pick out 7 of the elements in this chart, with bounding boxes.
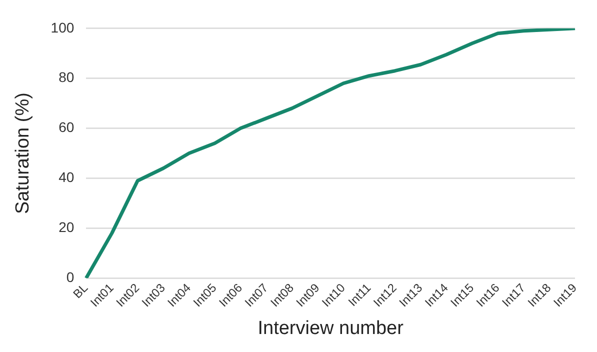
y-tick-label: 100 [50, 19, 74, 36]
y-tick-label: 60 [58, 119, 74, 136]
y-axis-title: Saturation (%) [12, 92, 34, 214]
y-tick-label: 20 [58, 219, 74, 236]
y-tick-label: 80 [58, 69, 74, 86]
y-tick-label: 40 [58, 169, 74, 186]
x-axis-title: Interview number [258, 318, 404, 339]
